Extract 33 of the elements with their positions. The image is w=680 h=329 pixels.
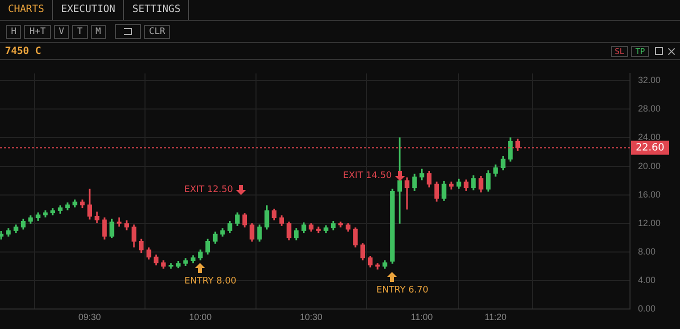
ref-line-label: 22.60 <box>636 142 664 154</box>
text: T <box>72 24 88 38</box>
y-tick-label: 0.00 <box>638 304 656 314</box>
text: CLR <box>144 24 170 38</box>
x-tick-label: 10:00 <box>189 312 212 322</box>
y-tick-label: 20.00 <box>638 160 661 171</box>
text: EXECUTION <box>53 0 124 20</box>
y-tick-label: 12.00 <box>638 218 661 228</box>
y-tick-label: 8.00 <box>638 246 656 257</box>
annotation: EXIT 14.50 <box>343 170 392 181</box>
y-tick-label: 24.00 <box>638 132 661 142</box>
text: H+T <box>24 24 51 38</box>
x-tick-label: 10:30 <box>300 312 322 322</box>
text: SL <box>610 46 628 56</box>
text: CHARTS <box>0 0 54 20</box>
y-tick-label: 16.00 <box>638 189 661 200</box>
candlestick <box>168 263 174 269</box>
text: TP <box>631 46 649 56</box>
annotation: ENTRY 6.70 <box>376 286 429 296</box>
text: V <box>54 24 70 38</box>
x-tick-label: 09:30 <box>78 312 101 322</box>
text: M <box>90 24 106 38</box>
x-tick-label: 11:00 <box>410 312 433 322</box>
y-tick-label: 28.00 <box>638 104 661 114</box>
text: SETTINGS <box>124 0 190 20</box>
candlestick <box>404 177 410 210</box>
text: H <box>6 24 22 38</box>
y-tick-label: 32.00 <box>638 75 661 86</box>
chart-title: 7450 C <box>5 46 42 56</box>
x-tick-label: 11:20 <box>484 312 507 322</box>
y-tick-label: 4.00 <box>638 275 656 286</box>
annotation: ENTRY 8.00 <box>184 276 237 286</box>
annotation: EXIT 12.50 <box>184 185 234 196</box>
